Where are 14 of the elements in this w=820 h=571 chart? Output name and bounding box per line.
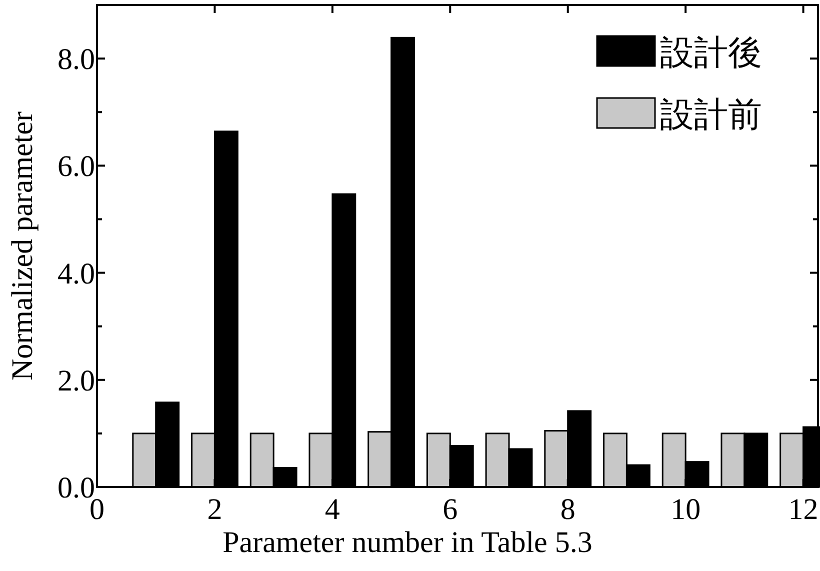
x-tick-label: 6 [442,493,458,526]
x-tick-label: 12 [788,493,818,526]
legend-label: 設計後 [660,34,762,72]
y-tick-label: 8.0 [58,43,95,76]
x-tick-label: 2 [207,493,222,526]
y-tick-label: 2.0 [58,364,95,398]
y-tick-label: 6.0 [58,150,95,184]
x-tick-label: 8 [560,493,576,526]
y-tick-label: 4.0 [58,257,95,290]
legend-label: 設計前 [660,96,762,134]
x-tick-label: 10 [670,493,701,526]
x-axis-title: Parameter number in Table 5.3 [222,526,592,559]
y-axis-title: Normalized parameter [6,111,39,381]
x-tick-label: 4 [324,493,340,526]
